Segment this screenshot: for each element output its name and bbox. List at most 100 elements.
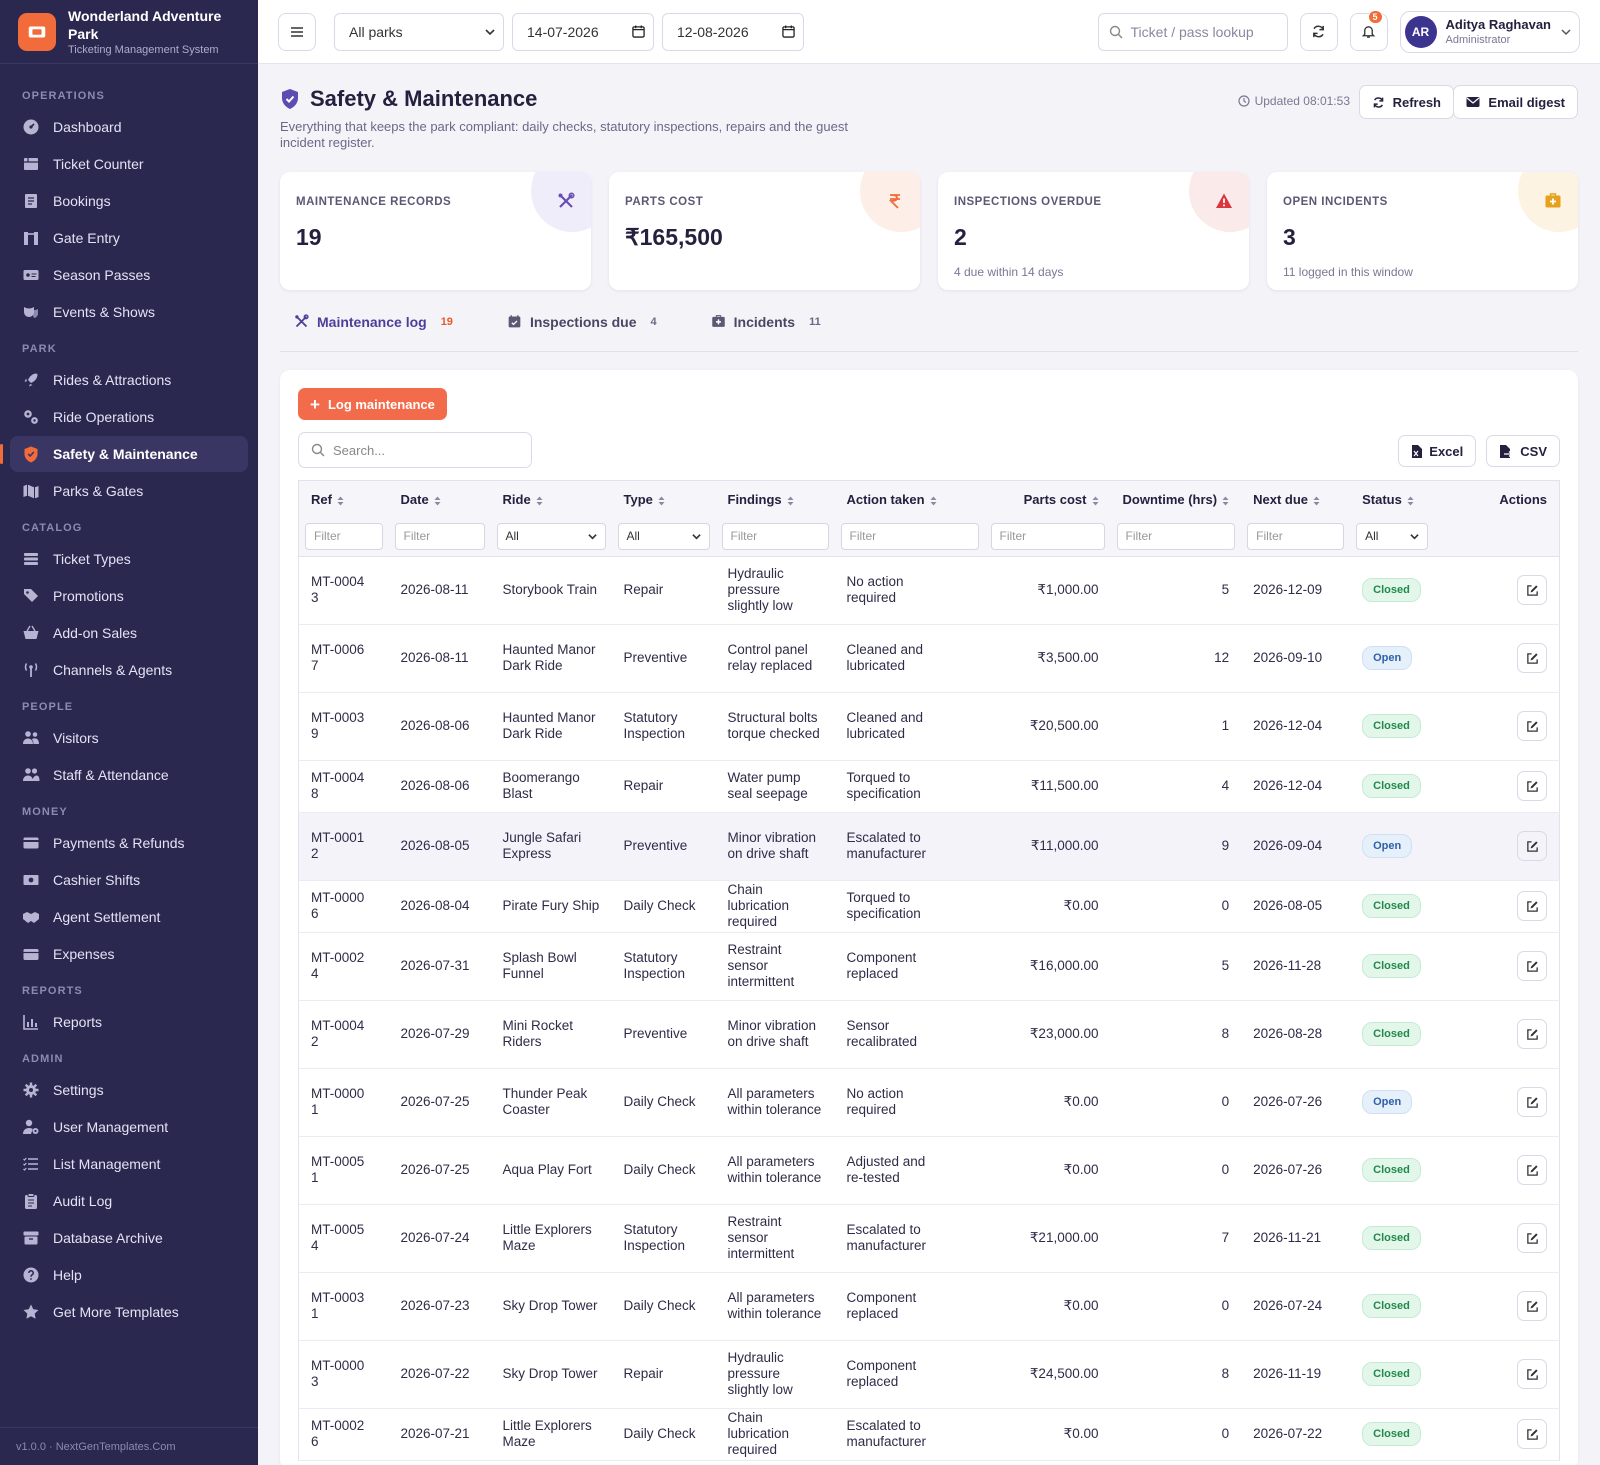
table-row[interactable]: MT-00001 2026-07-25 Thunder Peak Coaster Da…	[298, 1068, 1560, 1137]
column-header-date[interactable]: Date	[388, 480, 491, 519]
table-row[interactable]: MT-00006 2026-08-04 Pirate Fury Ship Daily …	[298, 880, 1560, 933]
column-filter-input[interactable]: Filter	[840, 522, 979, 550]
table-row[interactable]: MT-00039 2026-08-06 Haunted Manor Dark Rid…	[298, 692, 1560, 761]
table-row[interactable]: MT-00026 2026-07-21 Little Explorers Maze D…	[298, 1408, 1560, 1461]
edit-button[interactable]	[1517, 951, 1547, 981]
edit-button[interactable]	[1517, 1087, 1547, 1117]
column-header-ride[interactable]: Ride	[490, 480, 612, 519]
sync-button[interactable]	[1299, 12, 1338, 51]
table-row[interactable]: MT-00024 2026-07-31 Splash Bowl Funnel Stat…	[298, 932, 1560, 1001]
sidebar-item-gate-entry[interactable]: Gate Entry	[10, 220, 248, 256]
sidebar-item-promotions[interactable]: Promotions	[10, 578, 248, 614]
column-header-ref[interactable]: Ref	[298, 480, 389, 519]
sidebar-item-staff-attendance[interactable]: Staff & Attendance	[10, 757, 248, 793]
column-filter-input[interactable]: Filter	[721, 522, 829, 550]
edit-button[interactable]	[1517, 831, 1547, 861]
wallet-icon	[23, 949, 39, 960]
column-header-next-due[interactable]: Next due	[1241, 480, 1351, 519]
column-filter-input[interactable]: Filter	[394, 522, 485, 550]
ticket-lookup-input[interactable]: Ticket / pass lookup	[1097, 12, 1288, 51]
edit-button[interactable]	[1517, 643, 1547, 673]
column-header-type[interactable]: Type	[611, 480, 716, 519]
sidebar-item-bookings[interactable]: Bookings	[10, 183, 248, 219]
edit-button[interactable]	[1517, 1419, 1547, 1449]
excel-export-button[interactable]: Excel	[1398, 435, 1477, 467]
tab-incidents[interactable]: Incidents 11	[697, 292, 821, 352]
sidebar-item-ride-operations[interactable]: Ride Operations	[10, 399, 248, 435]
sidebar-item-help[interactable]: Help	[10, 1257, 248, 1293]
table-row[interactable]: MT-00042 2026-07-29 Mini Rocket Riders Prev…	[298, 1000, 1560, 1069]
sidebar-item-channels-agents[interactable]: Channels & Agents	[10, 652, 248, 688]
table-row[interactable]: MT-00043 2026-08-11 Storybook Train Repair H…	[298, 556, 1560, 625]
tab-inspections-due[interactable]: Inspections due 4	[493, 292, 657, 352]
sidebar-item-list-management[interactable]: List Management	[10, 1146, 248, 1182]
column-header-downtime-hrs[interactable]: Downtime (hrs)	[1110, 480, 1242, 519]
sidebar-item-rides-attractions[interactable]: Rides & Attractions	[10, 362, 248, 398]
sidebar-item-audit-log[interactable]: Audit Log	[10, 1183, 248, 1219]
sidebar-item-dashboard[interactable]: Dashboard	[10, 109, 248, 145]
column-header-action-taken[interactable]: Action taken	[834, 480, 985, 519]
sidebar-item-visitors[interactable]: Visitors	[10, 720, 248, 756]
date-from-input[interactable]: 14-07-2026	[512, 12, 654, 51]
column-header-status[interactable]: Status	[1350, 480, 1449, 519]
edit-button[interactable]	[1517, 711, 1547, 741]
table-row[interactable]: MT-00054 2026-07-24 Little Explorers Maze S…	[298, 1204, 1560, 1273]
column-filter-input[interactable]: Filter	[990, 522, 1105, 550]
sidebar-item-cashier-shifts[interactable]: Cashier Shifts	[10, 862, 248, 898]
table-row[interactable]: MT-00031 2026-07-23 Sky Drop Tower Daily Ch…	[298, 1272, 1560, 1341]
cell-ride: Mini Rocket Riders	[490, 1000, 612, 1069]
edit-button[interactable]	[1517, 1155, 1547, 1185]
table-search-input[interactable]: Search...	[298, 432, 532, 468]
column-header-parts-cost[interactable]: Parts cost	[984, 480, 1111, 519]
sidebar-item-payments-refunds[interactable]: Payments & Refunds	[10, 825, 248, 861]
edit-button[interactable]	[1517, 1223, 1547, 1253]
sidebar-item-ticket-types[interactable]: Ticket Types	[10, 541, 248, 577]
edit-button[interactable]	[1517, 1019, 1547, 1049]
sidebar-item-get-more-templates[interactable]: Get More Templates	[10, 1294, 248, 1330]
table-row[interactable]: MT-00067 2026-08-11 Haunted Manor Dark Rid…	[298, 624, 1560, 693]
sidebar-item-expenses[interactable]: Expenses	[10, 936, 248, 972]
sidebar-item-events-shows[interactable]: Events & Shows	[10, 294, 248, 330]
refresh-button[interactable]: Refresh	[1358, 85, 1454, 119]
column-filter-input[interactable]: Filter	[1247, 522, 1345, 550]
table-row[interactable]: MT-00012 2026-08-05 Jungle Safari Express P…	[298, 812, 1560, 881]
table-row[interactable]: MT-00003 2026-07-22 Sky Drop Tower Repair Hy…	[298, 1340, 1560, 1409]
sidebar-item-ticket-counter[interactable]: Ticket Counter	[10, 146, 248, 182]
sidebar-item-add-on-sales[interactable]: Add-on Sales	[10, 615, 248, 651]
menu-toggle-button[interactable]	[278, 12, 316, 51]
column-header-label: Action taken	[846, 492, 925, 508]
column-filter-input[interactable]: Filter	[305, 522, 383, 550]
shield-icon	[282, 89, 298, 109]
table-row[interactable]: MT-00048 2026-08-06 Boomerango Blast Repair…	[298, 760, 1560, 813]
date-to-input[interactable]: 12-08-2026	[662, 12, 804, 51]
table-row[interactable]: MT-00051 2026-07-25 Aqua Play Fort Daily Ch…	[298, 1136, 1560, 1205]
column-header-findings[interactable]: Findings	[715, 480, 835, 519]
park-select[interactable]: All parks	[334, 12, 504, 51]
sidebar-item-reports[interactable]: Reports	[10, 1004, 248, 1040]
sidebar-item-database-archive[interactable]: Database Archive	[10, 1220, 248, 1256]
column-filter-select[interactable]: All	[1356, 522, 1429, 550]
edit-button[interactable]	[1517, 1359, 1547, 1389]
sidebar-item-parks-gates[interactable]: Parks & Gates	[10, 473, 248, 509]
column-filter-input[interactable]: Filter	[1116, 522, 1236, 550]
column-filter-select[interactable]: All	[496, 522, 606, 550]
edit-button[interactable]	[1517, 1291, 1547, 1321]
csv-export-button[interactable]: CSV	[1486, 435, 1560, 467]
tab-maintenance-log[interactable]: Maintenance log 19	[280, 292, 453, 352]
sidebar-item-user-management[interactable]: User Management	[10, 1109, 248, 1145]
edit-button[interactable]	[1517, 771, 1547, 801]
log-maintenance-button[interactable]: + Log maintenance	[298, 388, 447, 420]
nav-section-title: REPORTS	[22, 985, 83, 997]
brand[interactable]: Wonderland Adventure Park Ticketing Mana…	[0, 0, 258, 64]
sidebar-item-safety-maintenance[interactable]: Safety & Maintenance	[0, 436, 248, 472]
column-filter-select[interactable]: All	[617, 522, 710, 550]
edit-button[interactable]	[1517, 575, 1547, 605]
edit-button[interactable]	[1517, 891, 1547, 921]
sidebar-item-settings[interactable]: Settings	[10, 1072, 248, 1108]
cell-action: Torqued to specification	[834, 880, 985, 933]
notifications-button[interactable]: 5	[1349, 9, 1388, 51]
sidebar-item-agent-settlement[interactable]: Agent Settlement	[10, 899, 248, 935]
sidebar-item-season-passes[interactable]: Season Passes	[10, 257, 248, 293]
email-digest-button[interactable]: Email digest	[1453, 85, 1578, 119]
user-menu[interactable]: AR Aditya Raghavan Administrator	[1399, 10, 1580, 53]
